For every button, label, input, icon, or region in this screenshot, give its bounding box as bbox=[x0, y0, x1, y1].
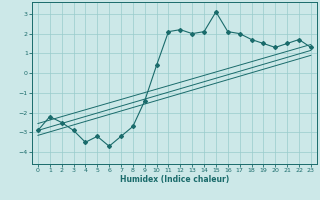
X-axis label: Humidex (Indice chaleur): Humidex (Indice chaleur) bbox=[120, 175, 229, 184]
